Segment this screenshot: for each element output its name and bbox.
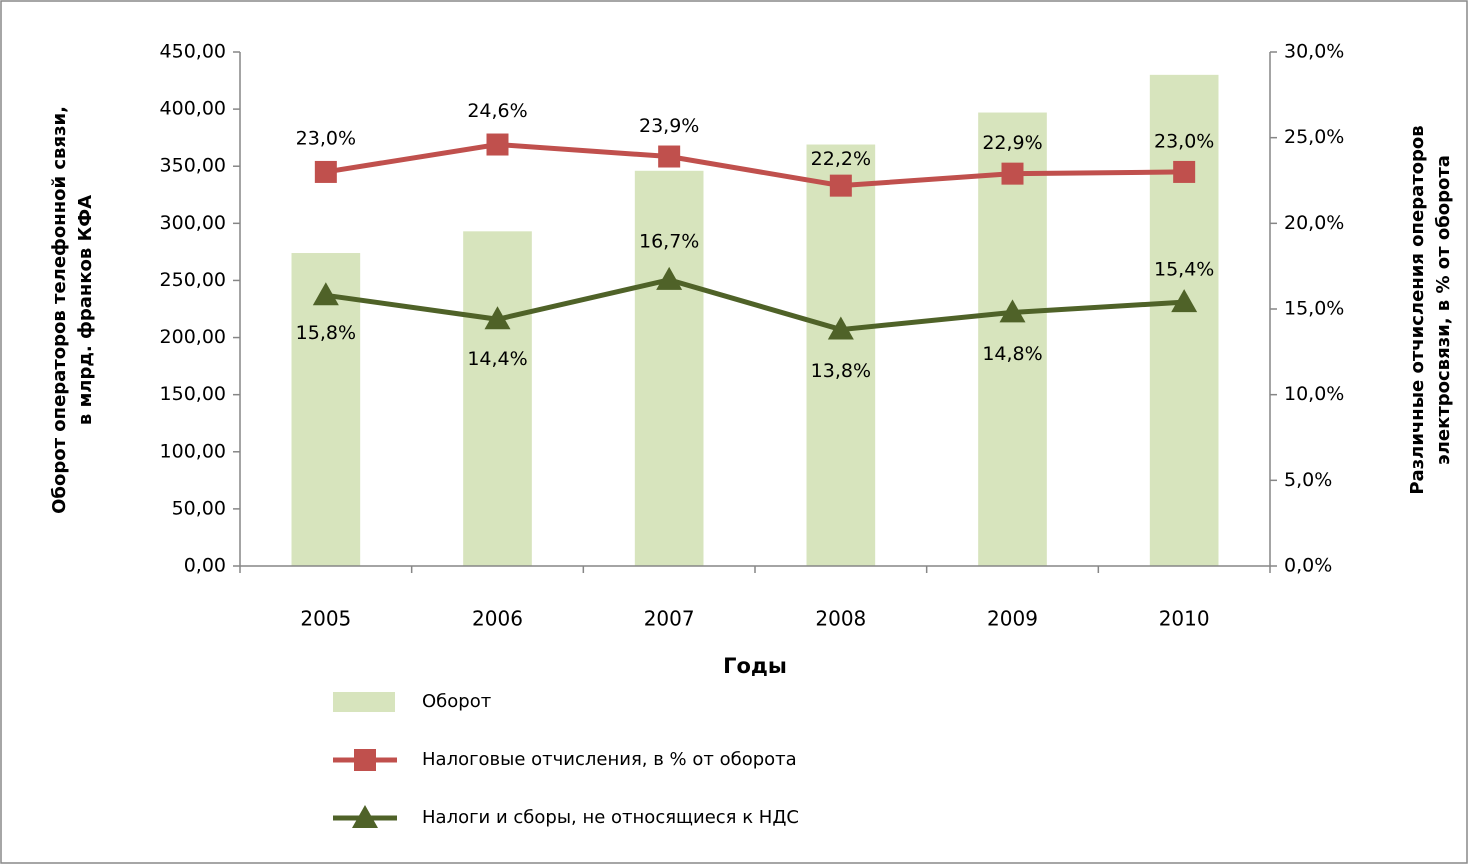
legend-item: Налоги и сборы, не относящиеся к НДС: [333, 805, 799, 828]
data-label: 24,6%: [467, 100, 527, 122]
data-label: 23,0%: [296, 127, 356, 149]
y-tick-label: 300,00: [160, 212, 226, 234]
data-label: 23,0%: [1154, 130, 1214, 152]
legend-item: Оборот: [333, 691, 491, 712]
y2-axis-title: электросвязи, в % от оборота: [1433, 155, 1454, 465]
line-marker: [1171, 289, 1198, 313]
x-tick-label: 2008: [815, 607, 866, 631]
y-tick-label: 0,00: [184, 555, 226, 577]
x-tick-label: 2010: [1159, 607, 1210, 631]
line-marker: [656, 266, 683, 290]
line-marker: [658, 145, 681, 168]
y2-axis-title: Различные отчисления операторов: [1407, 125, 1428, 494]
line-marker: [354, 749, 376, 771]
bar: [463, 231, 532, 566]
line-marker: [314, 160, 337, 183]
y2-tick-label: 15,0%: [1284, 298, 1344, 320]
bar: [806, 144, 876, 566]
line-marker: [999, 299, 1026, 323]
y2-tick-label: 20,0%: [1284, 212, 1344, 234]
y2-tick-label: 25,0%: [1284, 126, 1344, 148]
line-marker: [1001, 162, 1024, 185]
y2-tick-label: 0,0%: [1284, 555, 1332, 577]
y-tick-label: 200,00: [160, 326, 226, 348]
line-marker: [827, 316, 854, 340]
y2-tick-label: 10,0%: [1284, 383, 1344, 405]
bar: [634, 170, 704, 566]
data-label: 14,8%: [982, 343, 1042, 365]
line-marker: [312, 282, 339, 306]
data-label: 13,8%: [811, 360, 871, 382]
y-tick-label: 50,00: [172, 497, 226, 519]
y-tick-label: 250,00: [160, 269, 226, 291]
y-tick-label: 350,00: [160, 155, 226, 177]
y-axis-title: в млрд. франков КФА: [75, 195, 96, 425]
line-marker: [1173, 160, 1196, 183]
x-tick-label: 2007: [644, 607, 695, 631]
series-line: [325, 142, 1185, 189]
bar: [1149, 74, 1219, 566]
data-label: 15,4%: [1154, 259, 1214, 281]
y-tick-label: 100,00: [160, 440, 226, 462]
line-marker: [829, 174, 852, 197]
data-label: 22,9%: [982, 132, 1042, 154]
x-tick-label: 2005: [300, 607, 351, 631]
data-label: 14,4%: [467, 348, 527, 370]
legend-swatch: [333, 692, 395, 712]
legend-label: Налоги и сборы, не относящиеся к НДС: [422, 807, 799, 828]
y-axis-title: Оборот операторов телефонной связи,: [49, 106, 70, 514]
legend-label: Налоговые отчисления, в % от оборота: [422, 749, 797, 770]
y-tick-label: 450,00: [160, 41, 226, 63]
data-label: 15,8%: [296, 322, 356, 344]
line-marker: [486, 133, 509, 156]
y-tick-label: 400,00: [160, 98, 226, 120]
y-tick-label: 150,00: [160, 383, 226, 405]
y2-tick-label: 30,0%: [1284, 41, 1344, 63]
x-tick-label: 2006: [472, 607, 523, 631]
x-tick-label: 2009: [987, 607, 1038, 631]
legend-label: Оборот: [422, 691, 491, 712]
data-label: 22,2%: [811, 148, 871, 170]
x-axis-title: Годы: [723, 654, 787, 678]
y2-tick-label: 5,0%: [1284, 469, 1332, 491]
data-label: 16,7%: [639, 230, 699, 252]
series-line: [325, 277, 1185, 333]
line-marker: [484, 306, 511, 330]
data-label: 23,9%: [639, 115, 699, 137]
legend-item: Налоговые отчисления, в % от оборота: [333, 749, 797, 771]
line-marker: [352, 805, 378, 828]
bar: [978, 112, 1047, 566]
